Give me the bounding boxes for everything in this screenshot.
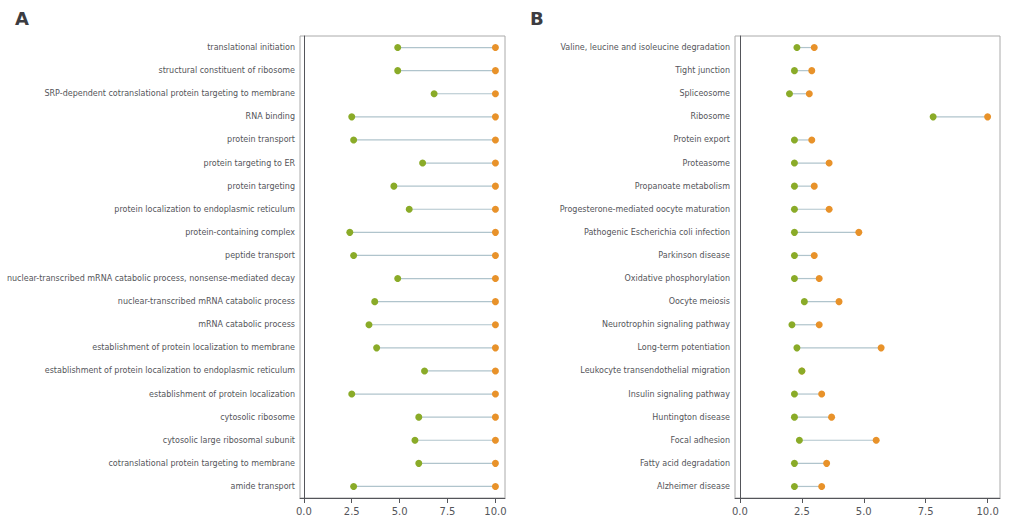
svg-text:Neurotrophin signaling pathway: Neurotrophin signaling pathway <box>602 320 730 329</box>
svg-text:Tight junction: Tight junction <box>674 66 730 75</box>
svg-text:establishment of protein local: establishment of protein localization to… <box>92 343 295 352</box>
svg-text:Long-term potentiation: Long-term potentiation <box>638 343 730 352</box>
svg-text:Focal adhesion: Focal adhesion <box>670 436 730 445</box>
svg-text:nuclear-transcribed mRNA catab: nuclear-transcribed mRNA catabolic proce… <box>7 274 295 283</box>
svg-text:RNA binding: RNA binding <box>246 112 295 121</box>
svg-text:nuclear-transcribed mRNA catab: nuclear-transcribed mRNA catabolic proce… <box>118 297 295 306</box>
svg-text:cotranslational protein target: cotranslational protein targeting to mem… <box>108 459 295 468</box>
svg-text:Ribosome: Ribosome <box>690 112 730 121</box>
svg-text:SRP-dependent cotranslational: SRP-dependent cotranslational protein ta… <box>44 89 295 98</box>
svg-text:7.5: 7.5 <box>440 506 456 517</box>
svg-text:0.0: 0.0 <box>296 506 312 517</box>
svg-text:Huntington disease: Huntington disease <box>652 413 730 422</box>
svg-text:10.0: 10.0 <box>976 506 998 517</box>
svg-text:protein-containing complex: protein-containing complex <box>185 228 295 237</box>
svg-text:5.0: 5.0 <box>392 506 408 517</box>
svg-text:B: B <box>530 8 544 29</box>
svg-text:peptide transport: peptide transport <box>225 251 295 260</box>
svg-text:protein transport: protein transport <box>227 135 295 144</box>
svg-text:cytosolic ribosome: cytosolic ribosome <box>220 413 295 422</box>
svg-text:Alzheimer disease: Alzheimer disease <box>657 482 730 491</box>
svg-text:A: A <box>15 8 29 29</box>
svg-text:establishment of protein local: establishment of protein localization to… <box>45 366 295 375</box>
svg-text:Proteasome: Proteasome <box>683 159 731 168</box>
svg-text:Oocyte meiosis: Oocyte meiosis <box>669 297 730 306</box>
svg-text:10.0: 10.0 <box>484 506 506 517</box>
svg-text:Parkinson disease: Parkinson disease <box>658 251 730 260</box>
svg-text:2.5: 2.5 <box>794 506 810 517</box>
svg-text:Propanoate metabolism: Propanoate metabolism <box>635 182 730 191</box>
svg-text:mRNA catabolic process: mRNA catabolic process <box>198 320 295 329</box>
svg-text:protein targeting to ER: protein targeting to ER <box>204 159 296 168</box>
svg-text:protein localization to endopl: protein localization to endoplasmic reti… <box>114 205 295 214</box>
svg-text:Oxidative phosphorylation: Oxidative phosphorylation <box>624 274 730 283</box>
svg-text:Spliceosome: Spliceosome <box>679 89 730 98</box>
svg-text:translational initiation: translational initiation <box>207 43 295 52</box>
svg-text:protein targeting: protein targeting <box>227 182 295 191</box>
svg-text:5.0: 5.0 <box>856 506 872 517</box>
svg-text:Protein export: Protein export <box>674 135 731 144</box>
svg-text:Leukocyte transendothelial mig: Leukocyte transendothelial migration <box>580 366 730 375</box>
svg-text:Progesterone-mediated oocyte m: Progesterone-mediated oocyte maturation <box>560 205 730 214</box>
svg-text:Insulin signaling pathway: Insulin signaling pathway <box>628 390 730 399</box>
svg-text:amide transport: amide transport <box>231 482 295 491</box>
svg-text:establishment of protein local: establishment of protein localization <box>149 390 295 399</box>
svg-text:Fatty acid degradation: Fatty acid degradation <box>640 459 730 468</box>
svg-text:Valine, leucine and isoleucine: Valine, leucine and isoleucine degradati… <box>561 43 730 52</box>
svg-text:cytosolic large ribosomal subu: cytosolic large ribosomal subunit <box>163 436 295 445</box>
svg-text:structural constituent of ribo: structural constituent of ribosome <box>158 66 295 75</box>
svg-text:0.0: 0.0 <box>732 506 748 517</box>
svg-text:2.5: 2.5 <box>344 506 360 517</box>
svg-text:Pathogenic Escherichia coli in: Pathogenic Escherichia coli infection <box>584 228 730 237</box>
svg-text:7.5: 7.5 <box>918 506 934 517</box>
